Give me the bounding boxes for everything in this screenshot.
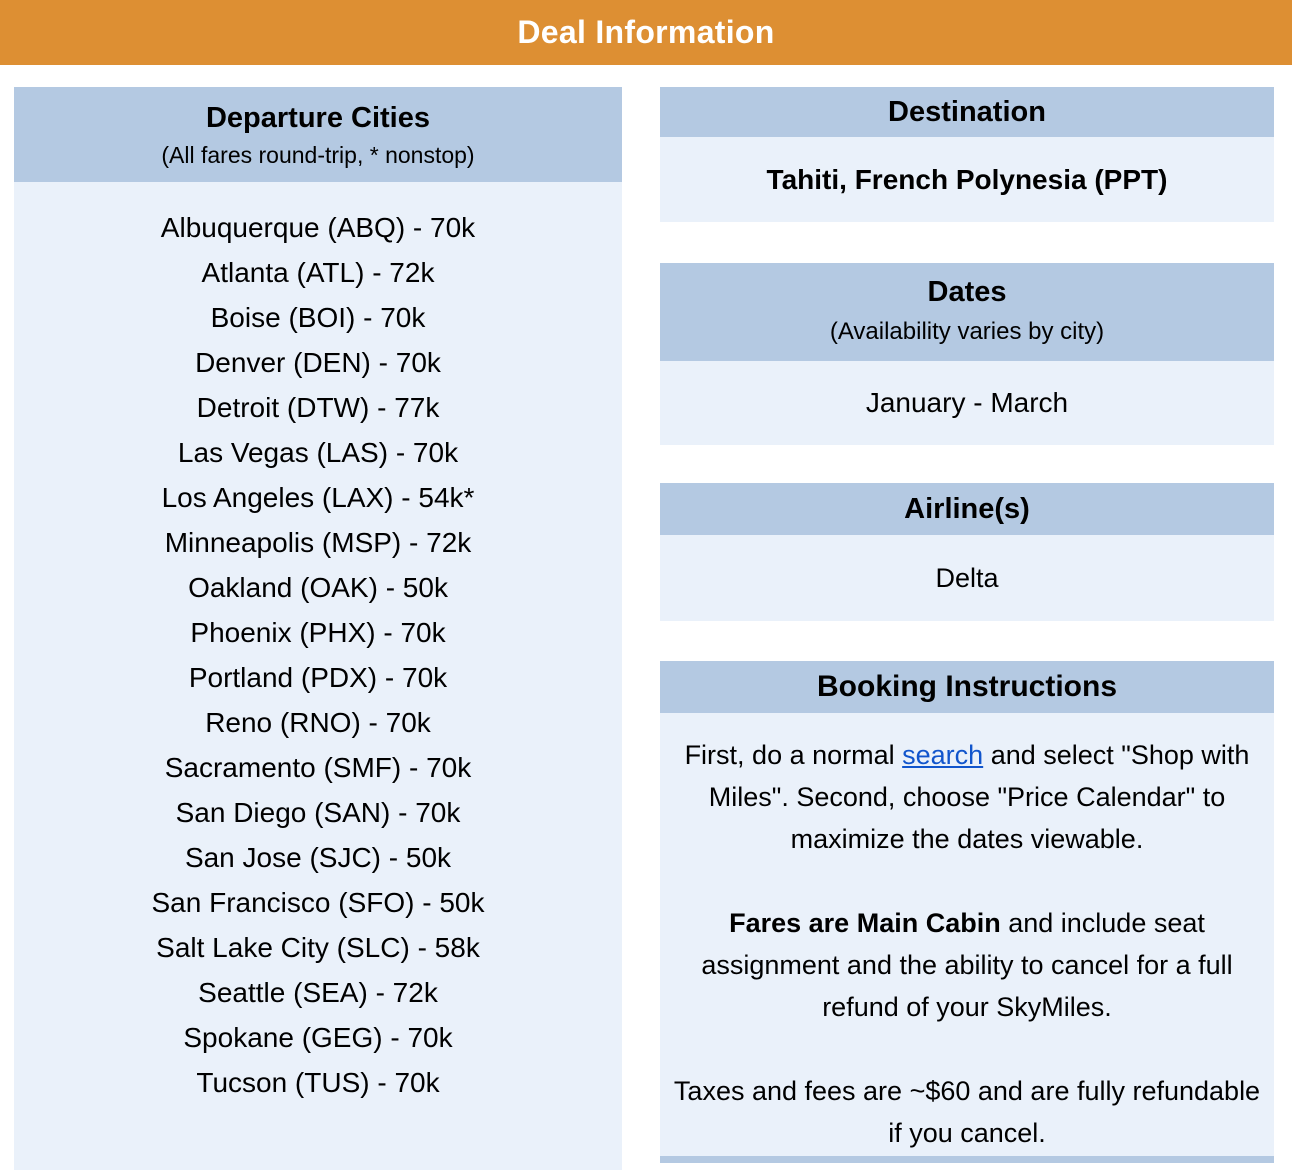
text-segment: First, do a normal <box>684 740 903 770</box>
departure-cities-card: Departure Cities (All fares round-trip, … <box>14 87 622 1170</box>
departure-city-item: Salt Lake City (SLC) - 58k <box>156 932 480 963</box>
departure-cities-header: Departure Cities (All fares round-trip, … <box>14 87 622 182</box>
dates-subtitle: (Availability varies by city) <box>829 318 1105 345</box>
booking-instructions-card: Booking Instructions First, do a normal … <box>660 661 1274 1156</box>
page-title: Deal Information <box>517 14 775 50</box>
departure-city-list: Albuquerque (ABQ) - 70k Atlanta (ATL) - 7… <box>14 182 622 1170</box>
departure-city-item: Reno (RNO) - 70k <box>205 707 431 738</box>
airlines-title: Airline(s) <box>904 492 1030 525</box>
destination-value: Tahiti, French Polynesia (PPT) <box>660 137 1274 222</box>
departure-cities-subtitle: (All fares round-trip, * nonstop) <box>161 142 475 168</box>
destination-title: Destination <box>888 95 1046 128</box>
departure-city-item: Sacramento (SMF) - 70k <box>164 752 472 783</box>
dates-title: Dates <box>927 276 1007 308</box>
airlines-value: Delta <box>660 535 1274 621</box>
booking-paragraphs: First, do a normal search and select "Sh… <box>660 713 1274 1156</box>
bold-text: Fares are Main Cabin <box>729 908 1001 938</box>
text-segment: Taxes and fees are ~$60 and are fully re… <box>673 1076 1261 1148</box>
booking-instructions-header: Booking Instructions <box>660 661 1274 713</box>
departure-city-item: San Diego (SAN) - 70k <box>175 797 461 828</box>
search-link[interactable]: search <box>902 740 984 770</box>
departure-cities-title: Departure Cities <box>205 102 430 134</box>
departure-city-item: Portland (PDX) - 70k <box>188 662 448 693</box>
destination-card: Destination Tahiti, French Polynesia (PP… <box>660 87 1274 222</box>
departure-city-item: Denver (DEN) - 70k <box>195 347 441 378</box>
departure-city-item: Los Angeles (LAX) - 54k* <box>161 482 475 513</box>
departure-city-item: Las Vegas (LAS) - 70k <box>177 437 459 468</box>
departure-city-item: Seattle (SEA) - 72k <box>198 977 438 1008</box>
airlines-header: Airline(s) <box>660 483 1274 535</box>
departure-city-item: Albuquerque (ABQ) - 70k <box>160 212 476 243</box>
booking-paragraph: First, do a normal search and select "Sh… <box>672 734 1262 860</box>
dates-card: Dates (Availability varies by city) Janu… <box>660 263 1274 445</box>
departure-city-item: San Francisco (SFO) - 50k <box>151 887 485 918</box>
airlines-card: Airline(s) Delta <box>660 483 1274 621</box>
booking-paragraph: Taxes and fees are ~$60 and are fully re… <box>672 1070 1262 1154</box>
departure-city-item: Phoenix (PHX) - 70k <box>190 617 446 648</box>
departure-city-item: Atlanta (ATL) - 72k <box>201 257 435 288</box>
deal-information-banner: Deal Information <box>0 0 1292 65</box>
departure-city-item: Tucson (TUS) - 70k <box>196 1067 440 1098</box>
text-segment: and select "Shop with Miles". Second, ch… <box>708 740 1250 854</box>
destination-header: Destination <box>660 87 1274 137</box>
partial-next-section-header <box>660 1156 1274 1163</box>
right-column: Destination Tahiti, French Polynesia (PP… <box>660 87 1274 1170</box>
departure-city-item: San Jose (SJC) - 50k <box>184 842 452 873</box>
booking-instructions-title: Booking Instructions <box>817 670 1117 703</box>
dates-header: Dates (Availability varies by city) <box>660 263 1274 361</box>
dates-value: January - March <box>660 361 1274 445</box>
departure-city-item: Boise (BOI) - 70k <box>210 302 426 333</box>
booking-paragraph: Fares are Main Cabin and include seat as… <box>672 902 1262 1028</box>
departure-city-item: Spokane (GEG) - 70k <box>183 1022 453 1053</box>
departure-city-item: Minneapolis (MSP) - 72k <box>164 527 472 558</box>
text-segment: and include seat assignment and the abil… <box>701 908 1233 1022</box>
departure-city-item: Oakland (OAK) - 50k <box>188 572 448 603</box>
content-area: Departure Cities (All fares round-trip, … <box>0 65 1292 1170</box>
departure-city-item: Detroit (DTW) - 77k <box>196 392 440 423</box>
